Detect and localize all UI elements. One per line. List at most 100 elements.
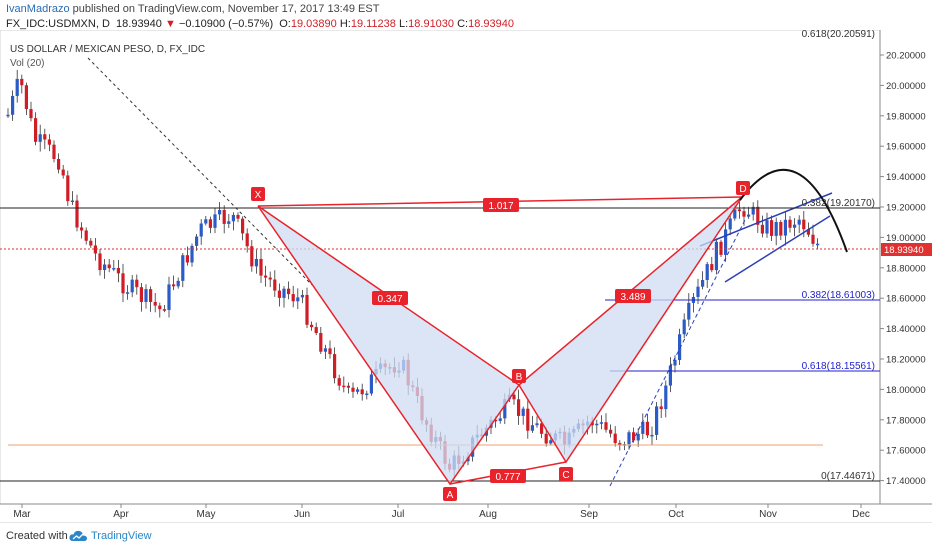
dashed-downtrend-line: [87, 57, 313, 286]
ratio-xd[interactable]: 1.017: [483, 198, 519, 212]
candle-body: [733, 209, 737, 219]
candle-body: [664, 385, 668, 410]
candle-body: [360, 389, 364, 395]
ratio-ac[interactable]: 0.777: [490, 469, 526, 483]
candle-body: [636, 433, 640, 441]
candle-body: [305, 294, 309, 325]
candle-body: [512, 394, 516, 400]
point-x[interactable]: X: [251, 187, 265, 201]
price-axis[interactable]: 20.20000 20.00000 19.80000 19.60000 19.40000…: [880, 51, 926, 488]
ratio-ac-label: 0.777: [495, 472, 520, 483]
pattern-triangle-xab: [258, 206, 519, 484]
time-tick-label: Apr: [113, 509, 129, 520]
author-link[interactable]: IvanMadrazo: [6, 3, 70, 15]
tradingview-logo[interactable]: TradingView: [68, 529, 152, 543]
point-a[interactable]: A: [443, 487, 457, 501]
candle-body: [107, 264, 111, 269]
candle-body: [549, 440, 553, 444]
ratio-bd[interactable]: 3.489: [615, 289, 651, 303]
candle-body: [650, 434, 654, 437]
candle-body: [282, 288, 286, 298]
candle-body: [84, 230, 88, 241]
current-price-tag-text: 18.93940: [884, 245, 924, 256]
candle-body: [742, 211, 746, 217]
candle-body: [222, 209, 226, 224]
candle-body: [310, 324, 314, 328]
chart-area[interactable]: X A B C D 1.017 0.347 3.489 0.777 0.618(…: [0, 29, 932, 520]
time-tick-label: Nov: [759, 509, 777, 520]
candle-body: [66, 175, 70, 202]
candle-body: [323, 348, 327, 352]
point-b-label: B: [516, 372, 523, 383]
candle-body: [29, 109, 33, 119]
ratio-xb[interactable]: 0.347: [372, 291, 408, 305]
candle-body: [24, 85, 28, 110]
candle-body: [751, 206, 755, 215]
price-chart[interactable]: X A B C D 1.017 0.347 3.489 0.777 0.618(…: [0, 29, 932, 520]
candle-body: [342, 385, 346, 388]
close-label: C:: [457, 18, 469, 30]
candle-body: [645, 421, 649, 436]
rounding-top-arc: [739, 168, 848, 253]
time-tick-label: Jul: [392, 509, 405, 520]
trend-line-upper: [699, 192, 833, 247]
time-axis[interactable]: Mar Apr May Jun Jul Aug Sep Oct Nov Dec: [13, 504, 870, 520]
price-tick-label: 19.60000: [886, 142, 926, 153]
candle-body: [333, 354, 337, 379]
candle-body: [526, 408, 530, 431]
candle-body: [52, 144, 56, 159]
candle-body: [172, 284, 176, 287]
ratio-xb-label: 0.347: [377, 294, 402, 305]
candle-body: [747, 214, 751, 217]
candle-body: [540, 423, 544, 434]
candle-body: [43, 134, 47, 140]
candle-body: [788, 219, 792, 228]
candle-body: [103, 264, 107, 271]
candle-body: [365, 393, 369, 396]
fib-label-618: 0.618(18.15561): [802, 361, 875, 372]
candle-body: [793, 224, 797, 228]
point-b[interactable]: B: [512, 369, 526, 383]
candle-body: [204, 219, 208, 224]
candle-body: [517, 399, 521, 416]
candle-body: [38, 134, 42, 142]
candle-body: [655, 406, 659, 435]
candle-body: [98, 253, 102, 271]
candle-body: [760, 224, 764, 234]
close-value: 18.93940: [468, 18, 514, 30]
candle-body: [737, 209, 741, 212]
candle-body: [673, 359, 677, 366]
candle-body: [503, 399, 507, 419]
candle-body: [227, 221, 231, 224]
candle-body: [139, 287, 143, 302]
candle-body: [190, 245, 194, 263]
candle-body: [710, 264, 714, 271]
price-tick-label: 17.40000: [886, 476, 926, 487]
candle-body: [195, 236, 199, 246]
point-c[interactable]: C: [559, 467, 573, 481]
candle-body: [245, 233, 249, 247]
candle-body: [116, 268, 120, 274]
candle-body: [231, 214, 235, 222]
candle-body: [121, 273, 125, 294]
candle-body: [75, 200, 79, 228]
candle-body: [632, 432, 636, 441]
volume-label[interactable]: Vol (20): [10, 58, 44, 69]
candle-body: [273, 279, 277, 291]
candle-body: [300, 294, 304, 298]
candle-body: [185, 255, 189, 263]
footer: Created with TradingView: [0, 522, 932, 550]
candle-body: [149, 289, 153, 302]
symbol-label[interactable]: FX_IDC:USDMXN, D: [6, 18, 110, 30]
price-tick-label: 19.40000: [886, 172, 926, 183]
price-tick-label: 18.80000: [886, 263, 926, 274]
candle-body: [236, 214, 240, 219]
candle-body: [806, 229, 810, 235]
candle-body: [613, 433, 617, 443]
point-d[interactable]: D: [736, 181, 750, 195]
candle-body: [498, 418, 502, 421]
price-tick-label: 17.60000: [886, 446, 926, 457]
candle-body: [47, 139, 51, 145]
candle-body: [70, 200, 74, 203]
candle-body: [277, 290, 281, 298]
